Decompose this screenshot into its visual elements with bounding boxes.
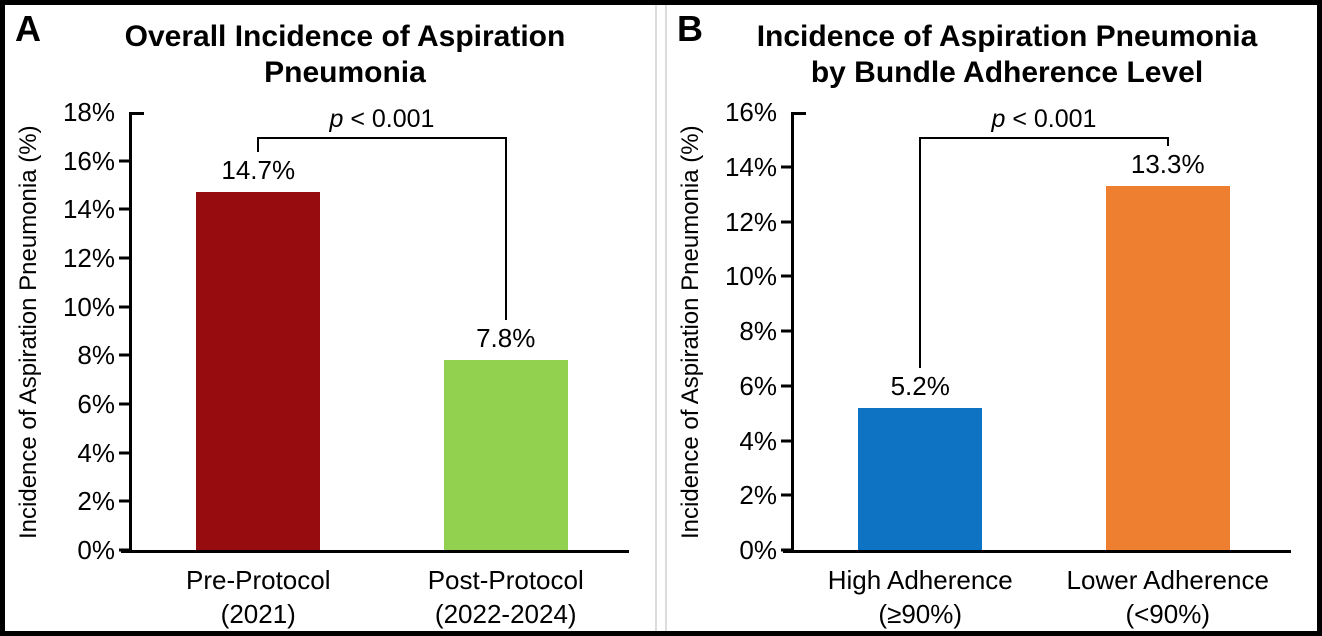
bar-value-label: 13.3%: [1130, 148, 1205, 179]
y-tick-label: 16%: [724, 97, 777, 127]
y-tick-mark: [781, 384, 791, 388]
significance-label: p < 0.001: [992, 107, 1097, 132]
significance-bracket-drop: [1166, 137, 1169, 146]
significance-bracket-drop: [504, 137, 507, 321]
y-tick-label: 16%: [62, 145, 115, 176]
panel-b-title: Incidence of Aspiration Pneumonia by Bun…: [756, 20, 1258, 89]
y-tick-mark: [781, 165, 791, 169]
y-tick-label: 18%: [62, 97, 115, 127]
y-tick-mark: [781, 329, 791, 333]
panel-b-y-axis-label: Incidence of Aspiration Pneumonia (%): [677, 125, 704, 540]
y-tick-mark: [119, 207, 129, 211]
y-tick-mark: [119, 353, 129, 357]
y-tick-label: 0%: [739, 535, 777, 565]
panel-letter-b: B: [677, 8, 703, 49]
y-tick-label: 4%: [739, 425, 777, 456]
panel-a: A Overall Incidence of Aspiration Pneumo…: [5, 5, 657, 631]
y-tick-label: 6%: [77, 389, 115, 420]
x-category-label: Post-Protocol (2022-2024): [427, 565, 584, 629]
y-tick-label: 4%: [77, 437, 115, 468]
y-tick-mark: [119, 451, 129, 455]
bar-value-label: 5.2%: [890, 370, 950, 401]
significance-bracket-drop: [257, 137, 260, 153]
y-tick-label: 12%: [62, 243, 115, 274]
y-tick-label: 14%: [62, 194, 115, 225]
significance-bracket-line: [920, 137, 1168, 139]
p-value-text: < 0.001: [343, 105, 435, 133]
y-tick-mark: [119, 499, 129, 503]
panel-a-plot-area: 0% 2% 4% 6% 8% 10% 12% 14% 16% 18% 14.7% Pre-Protoc…: [63, 99, 629, 629]
p-value-text: < 0.001: [1005, 105, 1097, 133]
y-tick-label: 2%: [739, 480, 777, 511]
y-tick-mark: [781, 439, 791, 442]
bar: [858, 407, 983, 550]
y-tick-label: 14%: [724, 151, 777, 182]
significance-label: p < 0.001: [330, 107, 435, 132]
y-tick-label: 2%: [77, 486, 115, 517]
x-category-label: High Adherence (≥90%): [827, 565, 1013, 629]
significance-bracket-line: [258, 137, 506, 139]
y-tick-mark: [119, 305, 129, 309]
bar: [1105, 185, 1230, 550]
y-tick-label: 6%: [739, 370, 777, 401]
y-tick-mark: [781, 493, 791, 497]
y-tick-mark: [119, 256, 129, 260]
bar: [443, 360, 568, 550]
p-value-symbol: p: [991, 105, 1006, 133]
panel-b: B Incidence of Aspiration Pneumonia by B…: [665, 5, 1317, 631]
y-tick-label: 12%: [724, 206, 777, 237]
panel-a-y-axis-label: Incidence of Aspiration Pneumonia (%): [15, 125, 42, 540]
y-tick-mark: [781, 220, 791, 223]
y-tick-label: 0%: [77, 535, 115, 565]
x-category-label: Pre-Protocol (2021): [185, 565, 331, 629]
p-value-symbol: p: [329, 105, 344, 133]
panel-b-plot-area: 0% 2% 4% 6% 8% 10% 12% 14% 16% 5.2% High Adherence…: [725, 99, 1291, 629]
y-tick-label: 8%: [739, 316, 777, 346]
y-tick-mark: [781, 548, 791, 552]
bar-value-label: 7.8%: [476, 323, 536, 354]
y-tick-label: 8%: [77, 340, 115, 371]
y-tick-label: 10%: [62, 291, 115, 322]
y-tick-label: 10%: [724, 261, 777, 292]
y-tick-mark: [119, 548, 129, 552]
panel-letter-a: A: [15, 8, 41, 49]
bar: [196, 192, 321, 550]
y-tick-mark: [119, 402, 129, 406]
y-tick-mark: [119, 159, 129, 163]
significance-bracket-drop: [919, 137, 922, 368]
bar-value-label: 14.7%: [221, 155, 296, 186]
y-tick-mark: [781, 274, 791, 278]
panel-a-title: Overall Incidence of Aspiration Pneumoni…: [124, 20, 566, 89]
x-category-label: Lower Adherence (<90%): [1066, 565, 1269, 629]
